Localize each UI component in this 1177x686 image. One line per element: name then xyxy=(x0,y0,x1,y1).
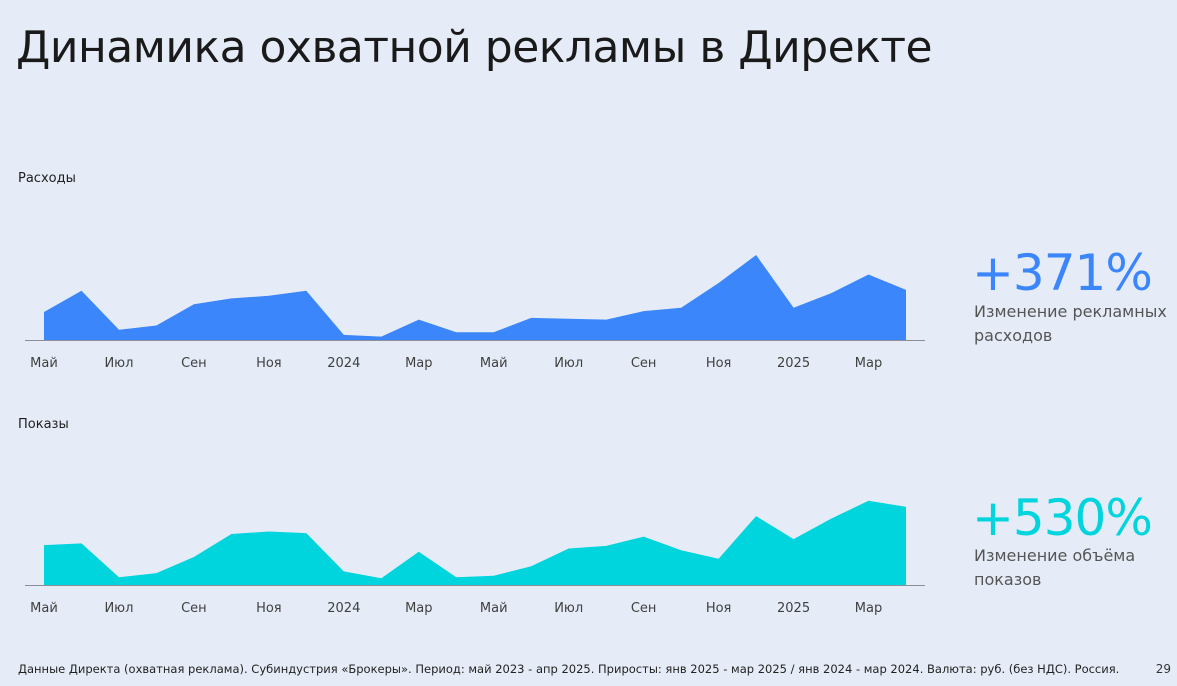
spend-tick-label: Сен xyxy=(631,356,657,371)
spend-tick-label: 2024 xyxy=(327,356,360,371)
impressions-tick-label: Мар xyxy=(405,601,432,616)
impressions-tick-label: Май xyxy=(480,601,508,616)
spend-tick-label: Ноя xyxy=(706,356,732,371)
impressions-tick-label: Ноя xyxy=(706,601,732,616)
spend-tick-label: Июл xyxy=(554,356,583,371)
spend-area xyxy=(44,255,906,340)
impressions-tick-label: Сен xyxy=(631,601,657,616)
impressions-tick-label: Май xyxy=(30,601,58,616)
page-number: 29 xyxy=(1155,662,1171,676)
spend-tick-label: Мар xyxy=(405,356,432,371)
impressions-change-value: +530% xyxy=(972,489,1153,547)
spend-tick-label: Ноя xyxy=(256,356,282,371)
spend-tick-label: Сен xyxy=(181,356,207,371)
impressions-area-chart: Май Июл Сен Ноя 2024 Мар Май Июл Сен Ноя 2025 Мар xyxy=(25,500,925,616)
impressions-area xyxy=(44,500,906,585)
page-title: Динамика охватной рекламы в Директе xyxy=(16,22,933,73)
impressions-tick-label: Июл xyxy=(104,601,133,616)
impressions-tick-label: Мар xyxy=(855,601,882,616)
spend-area-chart: Май Июл Сен Ноя 2024 Мар Май Июл Сен Ноя 2025 Мар xyxy=(25,255,925,371)
impressions-tick-label: Сен xyxy=(181,601,207,616)
impressions-chart-title: Показы xyxy=(18,417,69,432)
impressions-tick-label: 2025 xyxy=(777,601,810,616)
spend-tick-label: Июл xyxy=(104,356,133,371)
spend-change-value: +371% xyxy=(972,244,1153,302)
impressions-change-label: Изменение объёма показов xyxy=(974,546,1136,589)
impressions-tick-label: Июл xyxy=(554,601,583,616)
footer-note: Данные Директа (охватная реклама). Субин… xyxy=(18,662,1120,676)
impressions-tick-label: 2024 xyxy=(327,601,360,616)
spend-tick-label: 2025 xyxy=(777,356,810,371)
spend-tick-label: Май xyxy=(30,356,58,371)
impressions-tick-label: Ноя xyxy=(256,601,282,616)
spend-tick-label: Май xyxy=(480,356,508,371)
spend-chart-title: Расходы xyxy=(18,171,76,186)
spend-change-label: Изменение рекламных расходов xyxy=(974,302,1167,345)
spend-tick-label: Мар xyxy=(855,356,882,371)
